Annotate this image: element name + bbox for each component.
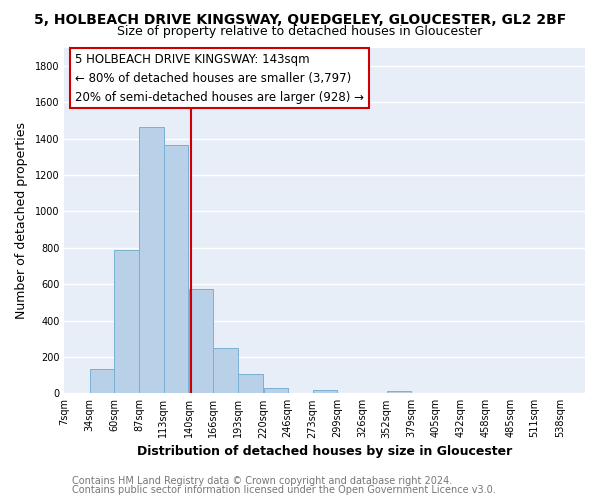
Text: Size of property relative to detached houses in Gloucester: Size of property relative to detached ho… <box>118 25 482 38</box>
Bar <box>139 127 164 394</box>
Bar <box>238 374 263 394</box>
Bar <box>189 289 214 394</box>
Bar <box>263 388 288 394</box>
Bar <box>90 369 115 394</box>
Y-axis label: Number of detached properties: Number of detached properties <box>15 122 28 319</box>
Bar <box>114 250 139 394</box>
Bar <box>213 348 238 394</box>
Text: Contains HM Land Registry data © Crown copyright and database right 2024.: Contains HM Land Registry data © Crown c… <box>72 476 452 486</box>
X-axis label: Distribution of detached houses by size in Gloucester: Distribution of detached houses by size … <box>137 444 512 458</box>
Bar <box>313 390 337 394</box>
Text: Contains public sector information licensed under the Open Government Licence v3: Contains public sector information licen… <box>72 485 496 495</box>
Text: 5, HOLBEACH DRIVE KINGSWAY, QUEDGELEY, GLOUCESTER, GL2 2BF: 5, HOLBEACH DRIVE KINGSWAY, QUEDGELEY, G… <box>34 12 566 26</box>
Text: 5 HOLBEACH DRIVE KINGSWAY: 143sqm
← 80% of detached houses are smaller (3,797)
2: 5 HOLBEACH DRIVE KINGSWAY: 143sqm ← 80% … <box>75 52 364 104</box>
Bar <box>164 145 188 394</box>
Bar <box>386 391 411 394</box>
